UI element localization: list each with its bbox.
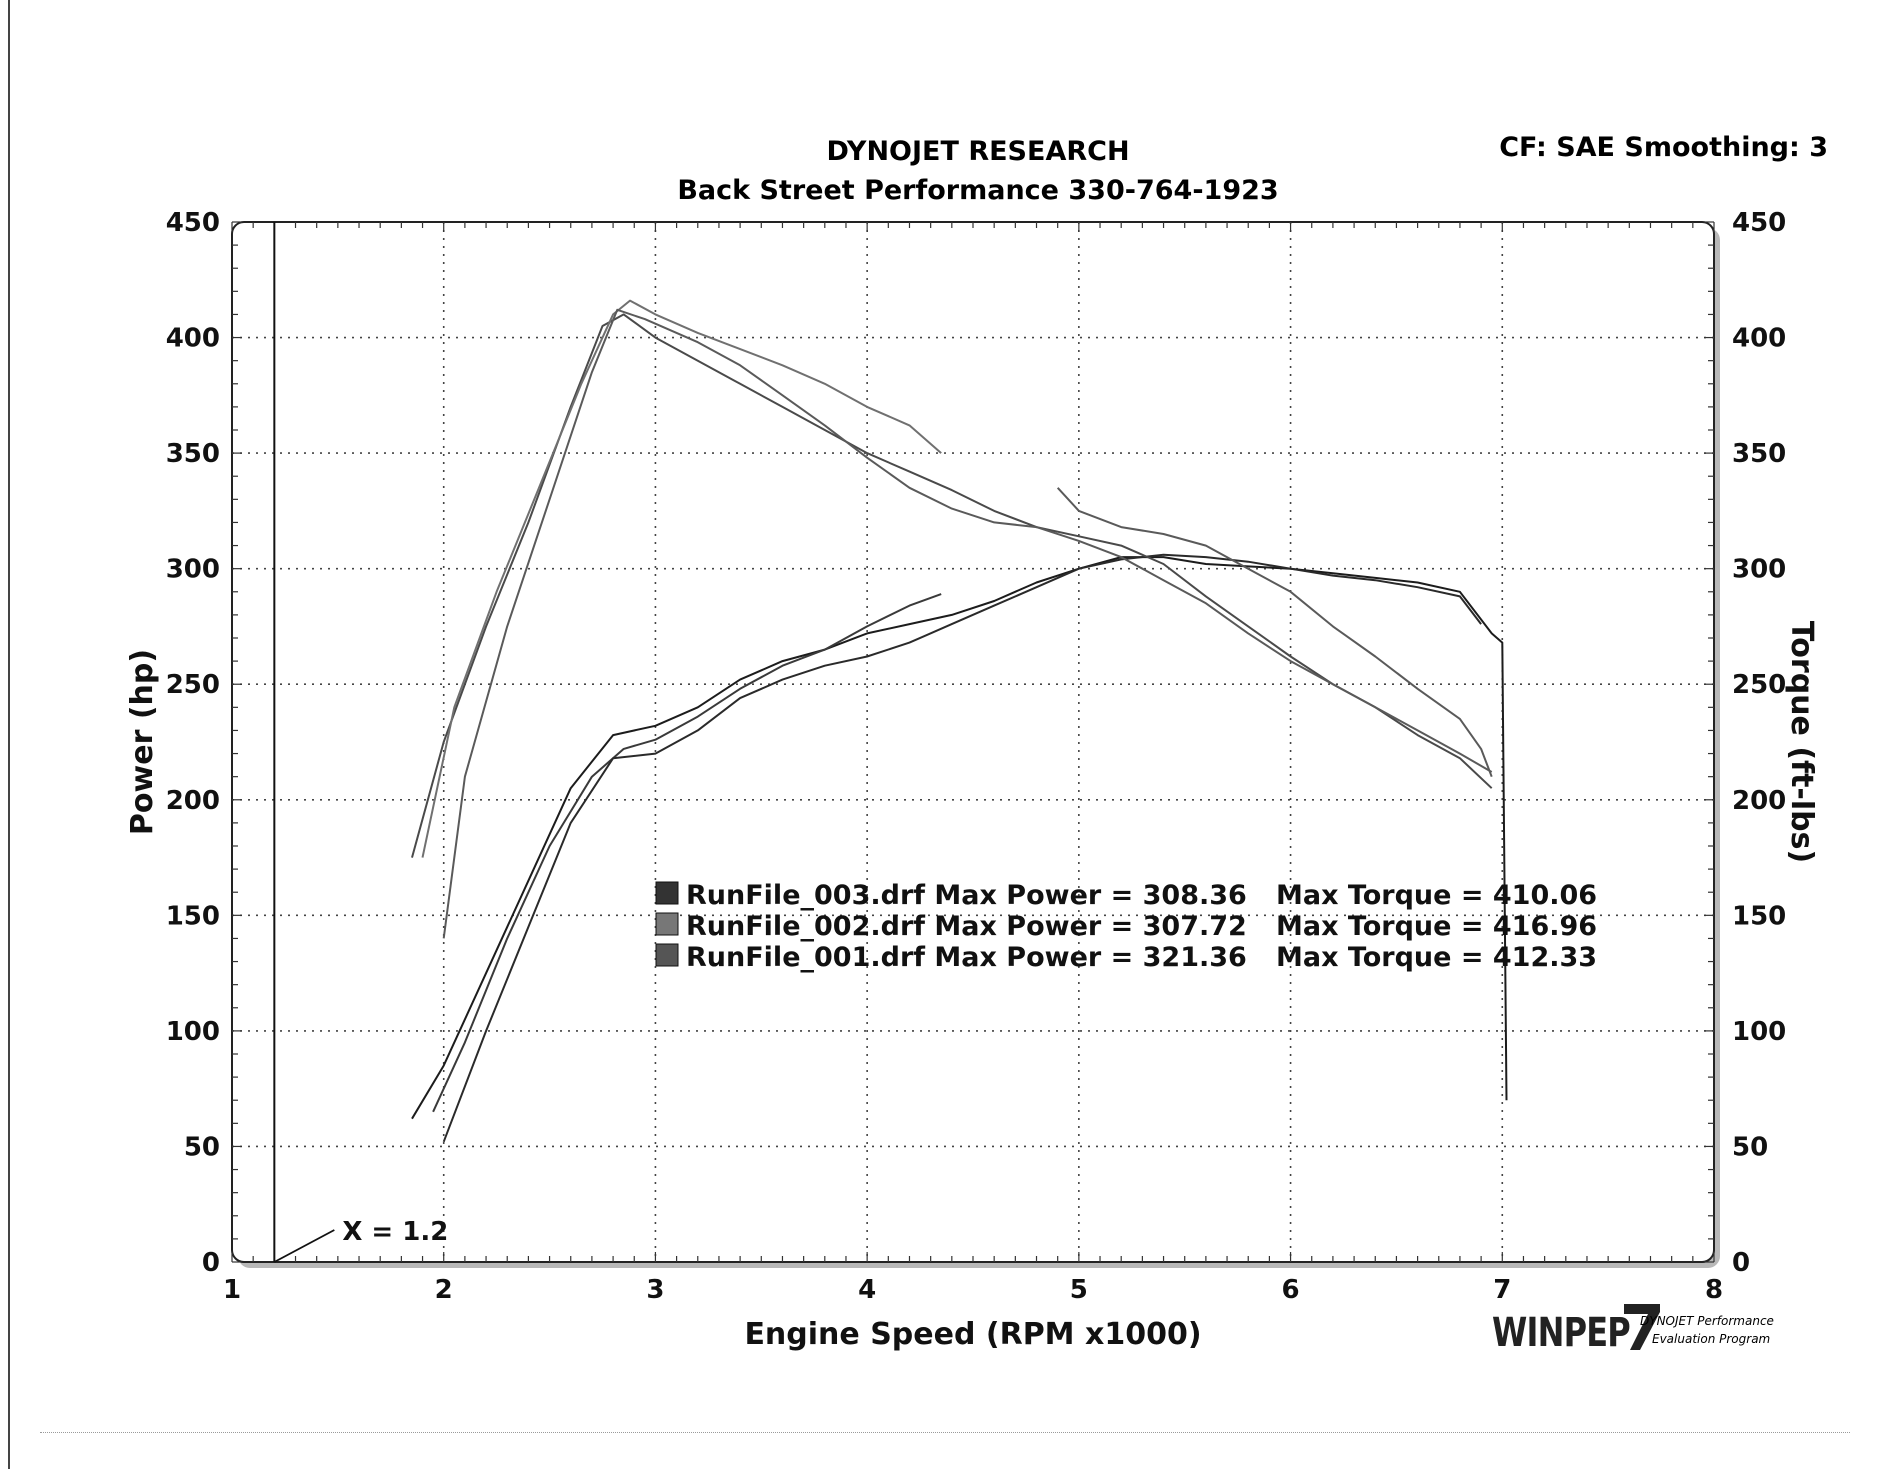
y-tick-label: 300 <box>166 555 220 585</box>
runfile-001-drf-power-line <box>442 553 1482 1143</box>
legend-torque-label: Max Torque = 412.33 <box>1276 942 1597 973</box>
y2-tick-label: 150 <box>1732 901 1786 931</box>
legend-torque-label: Max Torque = 416.96 <box>1276 911 1597 942</box>
y-tick-label: 350 <box>166 439 220 469</box>
x-tick-label: 3 <box>646 1275 664 1305</box>
y-tick-label: 400 <box>166 324 220 354</box>
x-tick-label: 4 <box>858 1275 876 1305</box>
page-edge-line <box>8 0 10 1469</box>
runfile-002-drf-torque-line <box>421 299 942 858</box>
runfile-003-drf-torque-line <box>1056 487 1493 778</box>
x-tick-label: 8 <box>1705 1275 1723 1305</box>
y-tick-label: 150 <box>166 901 220 931</box>
y-tick-label: 50 <box>184 1132 220 1162</box>
runfile-003-drf-torque-line <box>411 313 1493 858</box>
legend-file-label: RunFile_003.drf Max Power = 308.36 <box>686 880 1247 911</box>
logo-word: WINPEP <box>1492 1310 1631 1356</box>
legend-torque-label: Max Torque = 410.06 <box>1276 880 1597 911</box>
x-tick-label: 1 <box>223 1275 241 1305</box>
y2-tick-label: 300 <box>1732 555 1786 585</box>
y-tick-label: 100 <box>166 1017 220 1047</box>
y2-tick-label: 200 <box>1732 786 1786 816</box>
y-axis-label: Power (hp) <box>125 649 160 835</box>
correction-factor-label: CF: SAE Smoothing: 3 <box>1499 132 1828 163</box>
plot-border <box>231 221 1715 1263</box>
y2-tick-label: 400 <box>1732 324 1786 354</box>
logo-tagline-1: DYNOJET Performance <box>1640 1314 1774 1328</box>
chart-title: DYNOJET RESEARCH <box>826 136 1130 167</box>
legend-swatch <box>655 912 679 936</box>
legend-file-label: RunFile_002.drf Max Power = 307.72 <box>686 911 1247 942</box>
series-lines <box>411 299 1508 1143</box>
plot-frame <box>231 221 1720 1268</box>
y-tick-label: 0 <box>202 1248 220 1278</box>
page-bottom-rule <box>40 1432 1850 1433</box>
axis-labels: 0 0 50 50 100 100 150 150 200 200 250 250 300 300 350 3… <box>125 208 1819 1352</box>
logo-tagline-2: Evaluation Program <box>1652 1332 1771 1346</box>
y-tick-label: 450 <box>166 208 220 238</box>
legend-swatch <box>655 943 679 967</box>
legend-file-label: RunFile_001.drf Max Power = 321.36 <box>686 942 1247 973</box>
y2-tick-label: 0 <box>1732 1248 1750 1278</box>
x-tick-label: 2 <box>435 1275 453 1305</box>
y2-tick-label: 100 <box>1732 1017 1786 1047</box>
runfile-002-drf-power-line <box>432 593 942 1113</box>
annotation-label: X = 1.2 <box>342 1217 448 1247</box>
y2-axis-label: Torque (ft-lbs) <box>1784 621 1819 863</box>
annotation-pointer <box>273 1229 335 1263</box>
y-tick-label: 200 <box>166 786 220 816</box>
y2-tick-label: 50 <box>1732 1132 1768 1162</box>
legend-swatch <box>655 881 679 905</box>
x-tick-label: 6 <box>1282 1275 1300 1305</box>
annotation: X = 1.2 <box>273 222 448 1263</box>
runfile-003-drf-power-line <box>411 556 1508 1120</box>
x-axis-label: Engine Speed (RPM x1000) <box>744 1317 1201 1352</box>
y2-tick-label: 350 <box>1732 439 1786 469</box>
winpep-logo: WINPEP DYNOJET Performance Evaluation Pr… <box>1492 1304 1832 1366</box>
logo-seven-icon <box>1624 1304 1660 1350</box>
legend: RunFile_003.drf Max Power = 308.36 Max To… <box>655 880 1597 973</box>
y2-tick-label: 250 <box>1732 670 1786 700</box>
axis-ticks <box>231 221 1715 1263</box>
y2-tick-label: 450 <box>1732 208 1786 238</box>
chart-subtitle: Back Street Performance 330-764-1923 <box>677 175 1279 206</box>
x-tick-label: 5 <box>1070 1275 1088 1305</box>
runfile-001-drf-torque-line <box>442 308 1493 939</box>
x-tick-label: 7 <box>1493 1275 1511 1305</box>
y-tick-label: 250 <box>166 670 220 700</box>
